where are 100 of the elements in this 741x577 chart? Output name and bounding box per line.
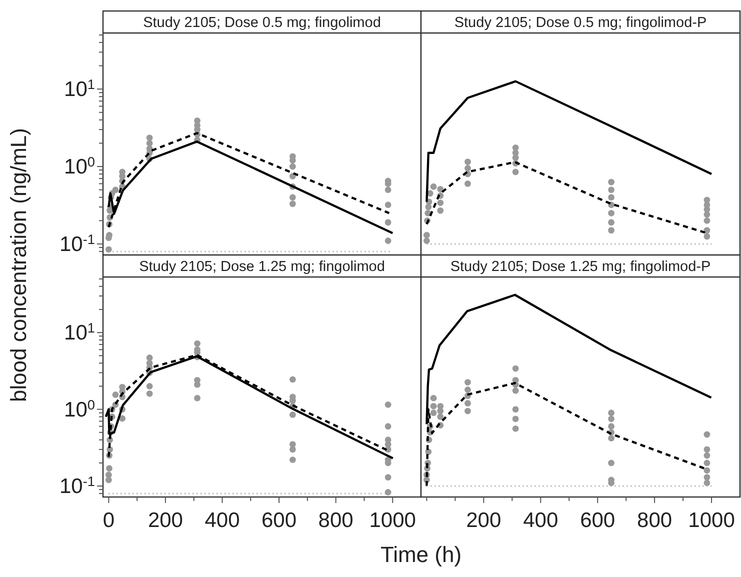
point — [704, 227, 710, 234]
point — [437, 186, 444, 192]
x-tick-label: 600 — [262, 509, 297, 532]
point — [289, 441, 296, 448]
x-tick-label: 400 — [204, 509, 240, 532]
point — [464, 165, 471, 172]
point — [289, 446, 296, 453]
point — [384, 474, 392, 481]
point — [512, 154, 519, 161]
point — [512, 387, 519, 394]
point — [704, 233, 710, 240]
x-tick-label: 400 — [523, 509, 558, 532]
point — [608, 460, 614, 466]
point — [704, 446, 710, 453]
point — [464, 400, 471, 406]
point — [704, 431, 710, 438]
point — [704, 452, 710, 459]
y-axis-title: blood concentration (ng/mL) — [6, 128, 31, 402]
point — [289, 456, 296, 463]
point — [464, 379, 471, 386]
point — [608, 423, 614, 430]
point — [112, 392, 119, 398]
point — [464, 180, 471, 187]
point — [384, 489, 392, 496]
point — [430, 183, 437, 190]
y-tick-label: 10$^{-1}$ — [60, 231, 95, 256]
point — [704, 206, 710, 213]
x-tick-label: 800 — [637, 509, 672, 532]
y-tick-label: 10$^{-1}$ — [60, 474, 95, 498]
point — [704, 480, 710, 486]
point — [704, 467, 710, 474]
point — [106, 232, 112, 238]
point — [119, 415, 126, 422]
point — [105, 476, 112, 484]
point — [146, 354, 153, 361]
x-tick-label: 200 — [148, 509, 183, 532]
point — [512, 365, 519, 372]
point — [423, 238, 430, 244]
point — [289, 163, 296, 170]
point — [464, 158, 471, 166]
point — [704, 217, 710, 224]
point — [512, 416, 519, 422]
point — [437, 207, 444, 214]
point — [608, 178, 614, 186]
point — [430, 394, 437, 402]
point — [608, 219, 614, 226]
point — [146, 140, 153, 146]
point — [384, 401, 392, 408]
point — [608, 227, 614, 234]
y-tick-label: 10$^{0}$ — [64, 154, 96, 179]
x-tick-label: 800 — [318, 509, 354, 532]
point — [608, 186, 614, 194]
chart-title: Study 2105; Dose 0.5 mg; fingolimod-P — [454, 15, 707, 31]
point — [289, 200, 296, 207]
y-tick-label: 10$^{1}$ — [64, 320, 95, 345]
point — [194, 394, 200, 402]
x-tick-label: 0 — [102, 509, 115, 532]
x-axis-title: Time (h) — [380, 542, 462, 567]
point — [608, 410, 614, 416]
point — [608, 210, 614, 216]
point — [146, 383, 153, 390]
x-tick-label: 600 — [580, 509, 616, 532]
point — [289, 157, 296, 164]
x-tick-label: 1000 — [369, 509, 416, 532]
point — [384, 441, 392, 448]
point — [704, 474, 710, 481]
point — [289, 412, 296, 418]
point — [430, 410, 437, 416]
x-tick-label: 1000 — [688, 509, 735, 532]
point — [384, 202, 392, 208]
point — [146, 390, 153, 397]
chart-title: Study 2105; Dose 1.25 mg; fingolimod-P — [450, 259, 711, 275]
point — [464, 408, 471, 414]
y-tick-label: 10$^{1}$ — [64, 76, 95, 102]
chart-title: Study 2105; Dose 0.5 mg; fingolimod — [143, 15, 381, 31]
point — [384, 238, 392, 244]
point — [289, 172, 296, 180]
point — [194, 340, 200, 347]
point — [512, 406, 519, 413]
point — [512, 425, 519, 432]
point — [430, 402, 437, 410]
point — [384, 186, 392, 194]
point — [384, 423, 392, 430]
y-tick-label: 10$^{0}$ — [64, 396, 96, 422]
x-tick-label: 200 — [466, 509, 502, 532]
point — [105, 246, 112, 253]
point — [289, 376, 296, 383]
point — [423, 232, 430, 238]
point — [437, 200, 444, 206]
point — [105, 472, 112, 478]
point — [704, 460, 710, 466]
point — [289, 194, 296, 201]
point — [464, 386, 471, 393]
point — [146, 134, 153, 141]
point — [437, 408, 444, 414]
point — [437, 414, 444, 420]
point — [384, 219, 392, 226]
point — [608, 194, 614, 201]
point — [112, 186, 119, 194]
point — [704, 211, 710, 218]
